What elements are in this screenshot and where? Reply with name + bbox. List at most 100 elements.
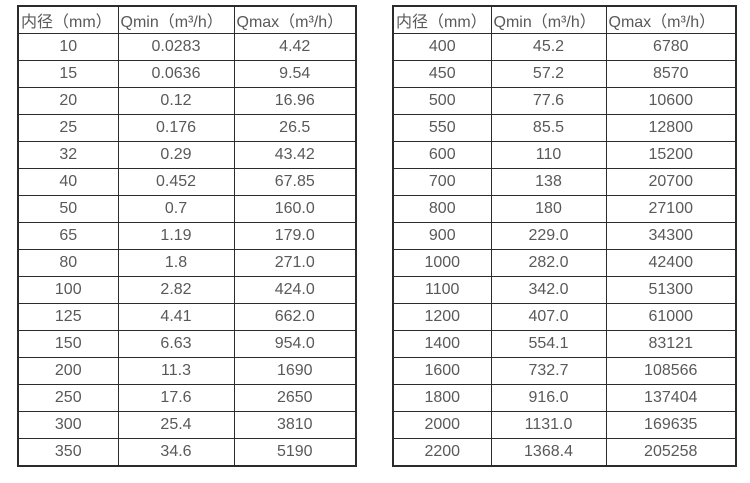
cell: 179.0 <box>233 222 357 250</box>
cell: 1600 <box>392 357 492 385</box>
table-row: 700 138 20700 <box>392 168 737 196</box>
table-row: 10 0.0283 4.42 <box>17 33 357 61</box>
cell: 2.82 <box>117 276 235 304</box>
table-row: 2000 1131.0 169635 <box>392 411 737 439</box>
cell: 229.0 <box>490 222 607 250</box>
cell: 282.0 <box>490 249 607 277</box>
cell: 10 <box>17 33 119 61</box>
cell: 15200 <box>605 141 737 169</box>
cell: 400 <box>392 33 492 61</box>
cell: 32 <box>17 141 119 169</box>
cell: 450 <box>392 60 492 88</box>
cell: 600 <box>392 141 492 169</box>
cell: 1.19 <box>117 222 235 250</box>
cell: 732.7 <box>490 357 607 385</box>
cell: 110 <box>490 141 607 169</box>
table-row: 250 17.6 2650 <box>17 384 357 412</box>
column-header: 内径（mm） <box>392 5 492 34</box>
cell: 554.1 <box>490 330 607 358</box>
table-row: 2200 1368.4 205258 <box>392 438 737 467</box>
cell: 0.0636 <box>117 60 235 88</box>
cell: 27100 <box>605 195 737 223</box>
table-row: 40 0.452 67.85 <box>17 168 357 196</box>
cell: 180 <box>490 195 607 223</box>
table-row: 15 0.0636 9.54 <box>17 60 357 88</box>
cell: 10600 <box>605 87 737 115</box>
cell: 40 <box>17 168 119 196</box>
flow-range-table-large-diameters: 内径（mm） Qmin（m³/h） Qmax（m³/h） 400 45.2 6780 45… <box>392 5 737 467</box>
cell: 8570 <box>605 60 737 88</box>
cell: 17.6 <box>117 384 235 412</box>
cell: 250 <box>17 384 119 412</box>
cell: 350 <box>17 438 119 467</box>
cell: 954.0 <box>233 330 357 358</box>
table-row: 200 11.3 1690 <box>17 357 357 385</box>
cell: 500 <box>392 87 492 115</box>
cell: 0.12 <box>117 87 235 115</box>
cell: 550 <box>392 114 492 142</box>
cell: 4.42 <box>233 33 357 61</box>
cell: 42400 <box>605 249 737 277</box>
cell: 85.5 <box>490 114 607 142</box>
cell: 45.2 <box>490 33 607 61</box>
table-row: 80 1.8 271.0 <box>17 249 357 277</box>
cell: 67.85 <box>233 168 357 196</box>
table-row: 150 6.63 954.0 <box>17 330 357 358</box>
cell: 43.42 <box>233 141 357 169</box>
cell: 4.41 <box>117 303 235 331</box>
table-row: 350 34.6 5190 <box>17 438 357 467</box>
cell: 169635 <box>605 411 737 439</box>
cell: 26.5 <box>233 114 357 142</box>
cell: 51300 <box>605 276 737 304</box>
cell: 25.4 <box>117 411 235 439</box>
column-header: 内径（mm） <box>17 5 119 34</box>
cell: 20 <box>17 87 119 115</box>
table-header: 内径（mm） Qmin（m³/h） Qmax（m³/h） <box>392 5 737 34</box>
table-row: 1000 282.0 42400 <box>392 249 737 277</box>
cell: 100 <box>17 276 119 304</box>
cell: 662.0 <box>233 303 357 331</box>
cell: 1100 <box>392 276 492 304</box>
cell: 0.29 <box>117 141 235 169</box>
table-row: 50 0.7 160.0 <box>17 195 357 223</box>
cell: 125 <box>17 303 119 331</box>
cell: 80 <box>17 249 119 277</box>
cell: 160.0 <box>233 195 357 223</box>
cell: 1800 <box>392 384 492 412</box>
table-row: 600 110 15200 <box>392 141 737 169</box>
table-row: 125 4.41 662.0 <box>17 303 357 331</box>
column-header: Qmin（m³/h） <box>490 5 607 34</box>
cell: 108566 <box>605 357 737 385</box>
cell: 1368.4 <box>490 438 607 467</box>
cell: 1000 <box>392 249 492 277</box>
cell: 137404 <box>605 384 737 412</box>
cell: 800 <box>392 195 492 223</box>
cell: 1690 <box>233 357 357 385</box>
column-header: Qmin（m³/h） <box>117 5 235 34</box>
table-row: 450 57.2 8570 <box>392 60 737 88</box>
table-row: 1600 732.7 108566 <box>392 357 737 385</box>
cell: 34.6 <box>117 438 235 467</box>
table-row: 32 0.29 43.42 <box>17 141 357 169</box>
cell: 6.63 <box>117 330 235 358</box>
cell: 271.0 <box>233 249 357 277</box>
table-body: 400 45.2 6780 450 57.2 8570 500 77.6 10600 550 85.… <box>392 33 737 467</box>
table-row: 300 25.4 3810 <box>17 411 357 439</box>
cell: 12800 <box>605 114 737 142</box>
cell: 34300 <box>605 222 737 250</box>
table-row: 900 229.0 34300 <box>392 222 737 250</box>
cell: 1400 <box>392 330 492 358</box>
cell: 205258 <box>605 438 737 467</box>
table-row: 20 0.12 16.96 <box>17 87 357 115</box>
cell: 0.0283 <box>117 33 235 61</box>
cell: 5190 <box>233 438 357 467</box>
table-row: 400 45.2 6780 <box>392 33 737 61</box>
cell: 900 <box>392 222 492 250</box>
cell: 77.6 <box>490 87 607 115</box>
cell: 50 <box>17 195 119 223</box>
table-row: 800 180 27100 <box>392 195 737 223</box>
cell: 2000 <box>392 411 492 439</box>
table-row: 1100 342.0 51300 <box>392 276 737 304</box>
header-row: 内径（mm） Qmin（m³/h） Qmax（m³/h） <box>392 5 737 34</box>
